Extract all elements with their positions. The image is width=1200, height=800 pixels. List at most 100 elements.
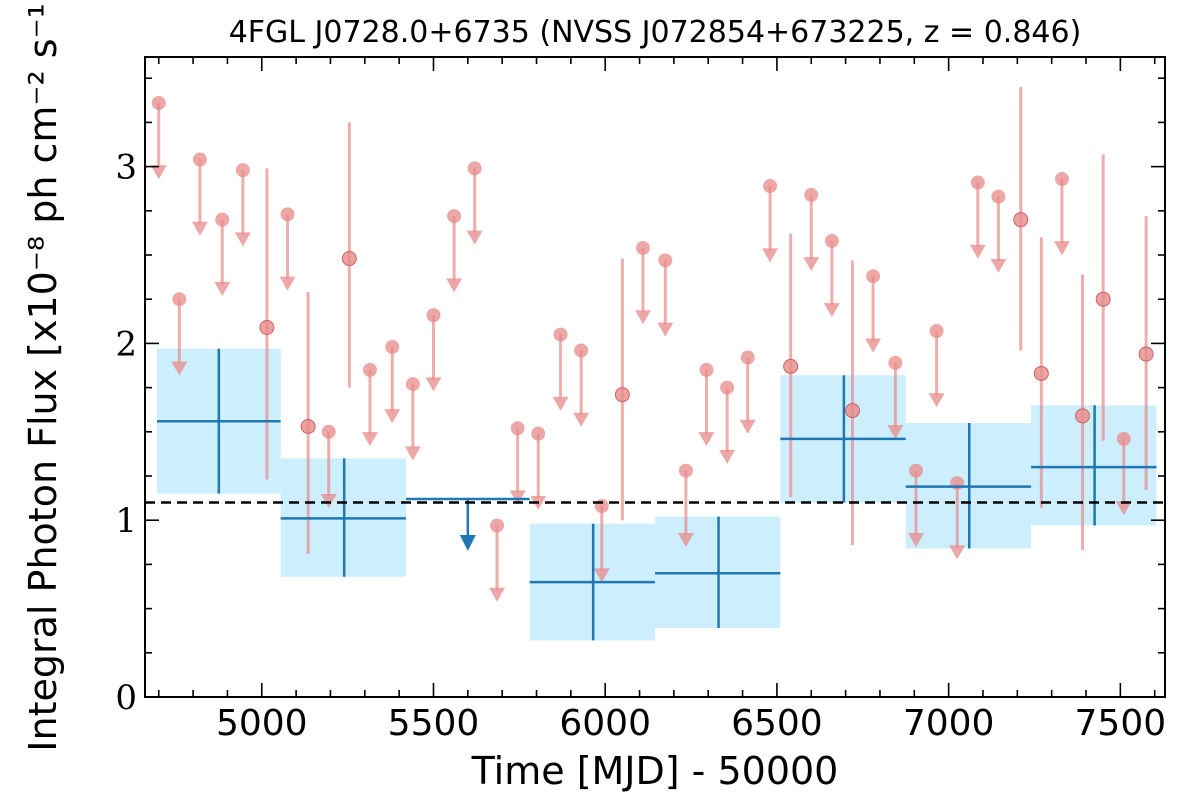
plot-frame <box>144 56 1166 698</box>
x-tick-label: 6000 <box>559 703 651 744</box>
upper-limit-arrowhead <box>823 303 840 318</box>
x-tick-label: 5000 <box>216 703 308 744</box>
detection-marker <box>1095 291 1111 307</box>
upper-limit-arrowhead <box>404 446 421 461</box>
upper-limit-arrowhead <box>698 432 715 447</box>
upper-limit-arrowhead <box>865 338 882 353</box>
x-tick-label: 7000 <box>903 703 995 744</box>
detection-marker <box>259 319 275 335</box>
upper-limit-arrowhead <box>969 244 986 259</box>
upper-limit-marker <box>1054 171 1069 186</box>
detection-marker <box>1033 365 1049 381</box>
upper-limit-marker <box>804 187 819 202</box>
upper-limit-marker <box>720 380 735 395</box>
upper-limit-marker <box>490 518 505 533</box>
upper-limit-arrowhead <box>214 281 231 296</box>
upper-limit-marker <box>467 161 482 176</box>
upper-limit-marker <box>426 308 441 323</box>
y-tick-label: 0 <box>115 678 137 718</box>
upper-limit-arrowhead <box>279 276 296 291</box>
upper-limit-arrowhead <box>425 377 442 392</box>
upper-limit-marker <box>574 343 589 358</box>
upper-limit-marker <box>172 292 187 307</box>
detection-marker <box>783 358 799 374</box>
upper-limit-arrowhead <box>908 532 925 547</box>
upper-limit-marker <box>909 463 924 478</box>
upper-limit-arrowhead <box>150 165 167 180</box>
detection-marker <box>1013 212 1029 228</box>
upper-limit-arrowhead <box>928 393 945 408</box>
upper-limit-marker <box>235 163 250 178</box>
upper-limit-arrowhead <box>573 412 590 427</box>
detection-marker <box>341 251 357 267</box>
upper-limit-marker <box>151 95 166 110</box>
upper-limit-marker <box>405 377 420 392</box>
upper-limit-marker <box>510 421 525 436</box>
upper-limit-arrowhead <box>509 490 526 505</box>
upper-limit-arrowhead <box>1115 501 1132 516</box>
upper-limit-marker <box>929 324 944 339</box>
y-tick-label: 2 <box>115 324 137 364</box>
upper-limit-marker <box>699 362 714 377</box>
upper-limit-marker <box>553 327 568 342</box>
upper-limit-arrowhead <box>171 361 188 376</box>
upper-limit-marker <box>362 362 377 377</box>
x-tick-label: 7500 <box>1075 703 1167 744</box>
upper-limit-marker <box>531 426 546 441</box>
upper-limit-marker <box>888 355 903 370</box>
upper-limit-arrowhead <box>320 494 337 509</box>
detection-marker <box>1138 346 1154 362</box>
upper-limit-arrowhead <box>677 532 694 547</box>
detection-marker <box>844 403 860 419</box>
upper-limit-marker <box>866 269 881 284</box>
upper-limit-arrowhead <box>719 449 736 464</box>
upper-limit-marker <box>1116 431 1131 446</box>
coarse-upper-limit-arrowhead <box>459 534 476 551</box>
upper-limit-marker <box>447 209 462 224</box>
upper-limit-marker <box>658 253 673 268</box>
upper-limit-arrowhead <box>762 248 779 263</box>
upper-limit-marker <box>280 207 295 222</box>
upper-limit-arrowhead <box>552 396 569 411</box>
upper-limit-arrowhead <box>634 310 651 325</box>
upper-limit-marker <box>635 240 650 255</box>
upper-limit-arrowhead <box>739 419 756 434</box>
upper-limit-arrowhead <box>234 232 251 247</box>
upper-limit-marker <box>740 350 755 365</box>
upper-limit-arrowhead <box>990 258 1007 273</box>
x-axis-label: Time [MJD] - 50000 <box>471 749 839 793</box>
upper-limit-marker <box>192 152 207 167</box>
upper-limit-arrowhead <box>657 322 674 337</box>
upper-limit-arrowhead <box>384 409 401 424</box>
upper-limit-marker <box>385 339 400 354</box>
upper-limit-arrowhead <box>361 432 378 447</box>
chart-title: 4FGL J0728.0+6735 (NVSS J072854+673225, … <box>229 15 1082 50</box>
upper-limit-arrowhead <box>803 257 820 272</box>
upper-limit-marker <box>215 212 230 227</box>
upper-limit-marker <box>991 189 1006 204</box>
upper-limit-arrowhead <box>489 587 506 602</box>
upper-limit-arrowhead <box>191 221 208 236</box>
upper-limit-arrowhead <box>446 278 463 293</box>
y-tick-label: 1 <box>115 501 137 541</box>
upper-limit-marker <box>594 499 609 514</box>
axes: 5000 5500 6000 6500 7000 7500 0 1 2 3 <box>115 56 1167 744</box>
upper-limit-marker <box>321 424 336 439</box>
y-tick-label: 3 <box>115 148 137 188</box>
detection-marker <box>300 419 316 435</box>
upper-limit-arrowhead <box>1053 241 1070 256</box>
x-tick-label: 6500 <box>731 703 823 744</box>
upper-limit-arrowhead <box>949 545 966 560</box>
upper-limit-marker <box>678 463 693 478</box>
upper-limit-marker <box>970 175 985 190</box>
detection-marker <box>614 387 630 403</box>
detection-marker <box>1075 408 1091 424</box>
upper-limit-marker <box>950 476 965 491</box>
plot-area <box>145 87 1165 641</box>
upper-limit-marker <box>763 179 778 194</box>
upper-limit-marker <box>824 233 839 248</box>
x-tick-label: 5500 <box>388 703 480 744</box>
upper-limit-arrowhead <box>887 425 904 440</box>
upper-limit-arrowhead <box>593 568 610 583</box>
